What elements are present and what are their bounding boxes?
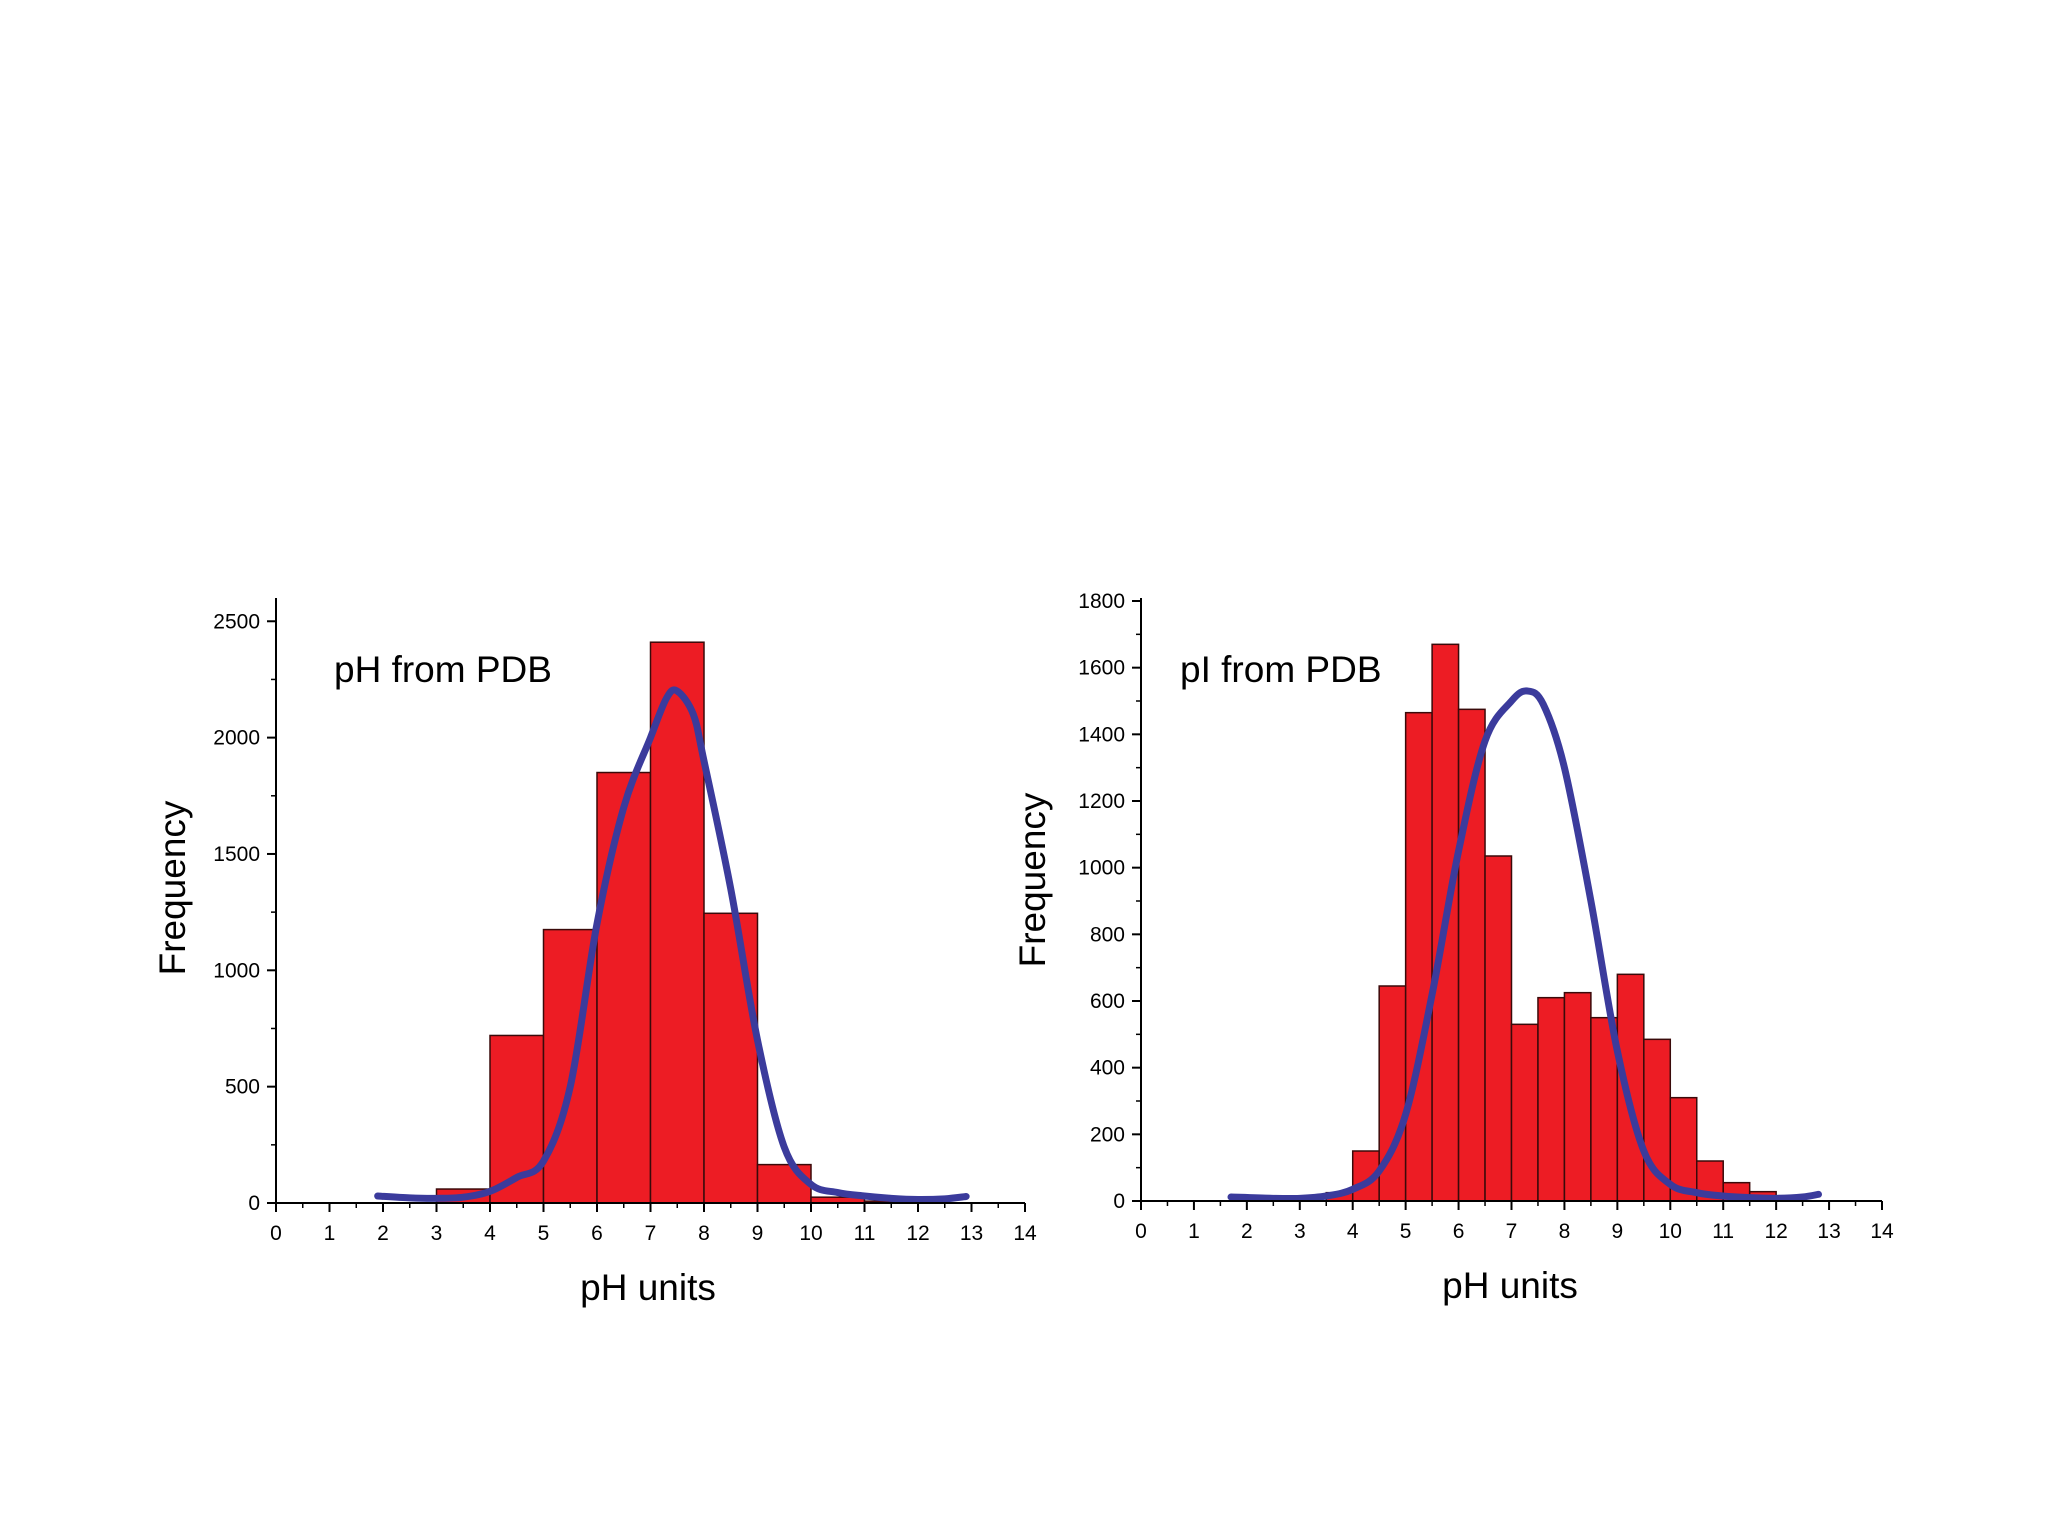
bar-3: [1404, 711, 1433, 1202]
x-tick-label: 11: [854, 1222, 876, 1245]
y-tick-label: 1000: [213, 959, 260, 982]
x-tick-label: 2: [1241, 1220, 1253, 1243]
bar-12: [1643, 1038, 1672, 1202]
y-tick-label: 1400: [1078, 723, 1125, 746]
x-tick-label: 14: [1013, 1222, 1037, 1245]
chart-annotation: pH from PDB: [334, 649, 552, 690]
y-tick-label: 200: [1090, 1123, 1125, 1146]
y-tick-label: 1200: [1078, 790, 1125, 813]
x-tick-label: 9: [1612, 1220, 1624, 1243]
y-tick-label: 2000: [213, 727, 260, 750]
y-tick-label: 500: [225, 1076, 260, 1099]
x-tick-label: 10: [1659, 1220, 1682, 1243]
x-tick-label: 4: [1347, 1220, 1359, 1243]
x-tick-label: 9: [752, 1222, 764, 1245]
chart-annotation: pI from PDB: [1180, 649, 1382, 690]
x-tick-label: 4: [484, 1222, 496, 1245]
fit-curve-group: [374, 686, 970, 1204]
x-tick-label: 3: [1294, 1220, 1306, 1243]
y-axis-title: Frequency: [152, 800, 193, 975]
y-tick-label: 1800: [1078, 590, 1125, 613]
bar-8: [1537, 996, 1566, 1202]
x-tick-label: 0: [1135, 1220, 1147, 1243]
y-tick-label: 1600: [1078, 657, 1125, 680]
x-tick-label: 11: [1712, 1220, 1734, 1243]
bar-9: [1563, 991, 1592, 1202]
y-axis-title: Frequency: [1012, 792, 1053, 967]
x-tick-label: 8: [1559, 1220, 1571, 1243]
bar-11: [1616, 973, 1645, 1202]
y-tick-label: 1000: [1078, 857, 1125, 880]
y-tick-label: 2500: [213, 610, 260, 633]
bars-group: [1325, 643, 1804, 1202]
x-tick-label: 13: [1817, 1220, 1840, 1243]
y-tick-label: 400: [1090, 1057, 1125, 1080]
bar-4: [1431, 643, 1460, 1202]
x-axis-title: pH units: [580, 1267, 716, 1308]
y-tick-label: 1500: [213, 843, 260, 866]
x-tick-label: 2: [377, 1222, 389, 1245]
y-tick-label: 0: [1113, 1190, 1125, 1213]
bar-7: [1510, 1023, 1539, 1202]
x-tick-label: 13: [960, 1222, 983, 1245]
x-tick-label: 6: [1453, 1220, 1465, 1243]
x-tick-label: 12: [906, 1222, 929, 1245]
x-tick-label: 3: [431, 1222, 443, 1245]
fit-curve: [374, 686, 970, 1204]
x-tick-label: 0: [270, 1222, 282, 1245]
axes-group: 0 1 2 3 4 5 6 7 8 9 10 11 12 13 1402004006008001000120…: [1078, 590, 1894, 1243]
x-tick-label: 1: [1188, 1220, 1200, 1243]
x-tick-label: 7: [1506, 1220, 1518, 1243]
x-tick-label: 12: [1764, 1220, 1787, 1243]
x-axis-title: pH units: [1442, 1265, 1578, 1306]
fit-curve: [1227, 687, 1822, 1203]
bar-6: [1484, 855, 1513, 1202]
x-tick-label: 8: [698, 1222, 710, 1245]
x-tick-label: 14: [1870, 1220, 1894, 1243]
x-tick-label: 10: [799, 1222, 822, 1245]
x-tick-label: 6: [591, 1222, 603, 1245]
x-tick-label: 7: [645, 1222, 657, 1245]
y-tick-label: 0: [248, 1192, 260, 1215]
fit-curve-group: [1227, 687, 1822, 1203]
bars-group: [435, 641, 919, 1204]
y-tick-label: 800: [1090, 923, 1125, 946]
bar-3: [596, 771, 652, 1204]
y-tick-label: 600: [1090, 990, 1125, 1013]
x-tick-label: 5: [1400, 1220, 1412, 1243]
x-tick-label: 5: [538, 1222, 550, 1245]
x-tick-label: 1: [324, 1222, 336, 1245]
